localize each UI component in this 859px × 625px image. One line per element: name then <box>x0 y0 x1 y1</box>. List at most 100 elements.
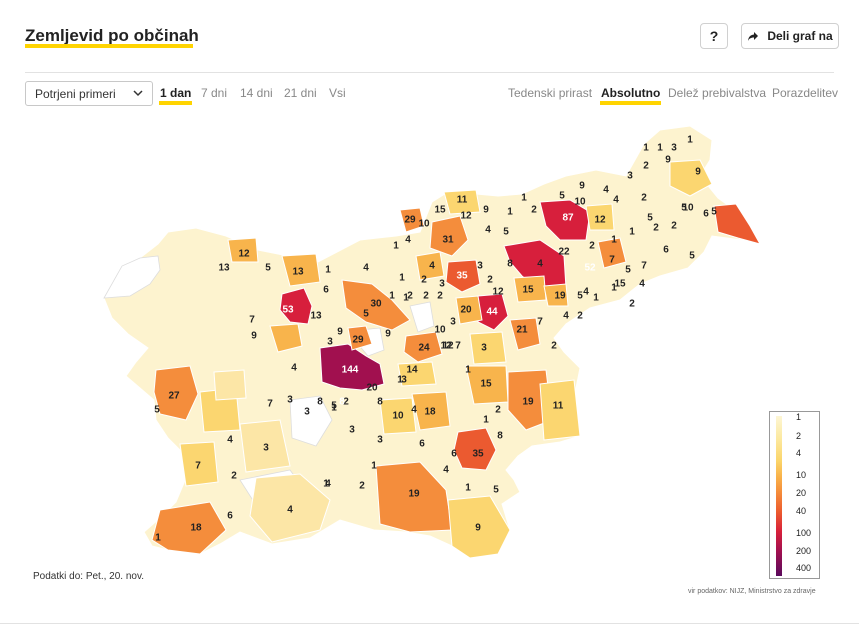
municipality-count-label: 4 <box>325 479 331 490</box>
tab-mode-porazdelitev[interactable]: Porazdelitev <box>772 86 839 100</box>
municipality-count-label: 22 <box>558 247 570 258</box>
region-10a[interactable] <box>379 397 417 435</box>
municipality-count-label: 87 <box>562 213 574 224</box>
municipality-count-label: 8 <box>497 431 503 442</box>
region-11b[interactable] <box>443 189 481 215</box>
municipality-count-label: 4 <box>639 279 645 290</box>
municipality-count-label: 1 <box>521 193 527 204</box>
region-9c[interactable] <box>669 159 713 197</box>
tab-period-14-dni[interactable]: 14 dni <box>240 86 273 100</box>
municipality-count-label: 3 <box>477 261 483 272</box>
tab-mode-absolutno[interactable]: Absolutno <box>599 86 662 105</box>
region-blank-nw <box>103 255 161 299</box>
region-18a[interactable] <box>151 501 227 555</box>
municipality-count-label: 1 <box>465 365 471 376</box>
municipality-count-label: 29 <box>352 335 364 346</box>
region-15[interactable] <box>465 365 509 405</box>
municipality-count-label: 4 <box>485 225 491 236</box>
region-20a[interactable] <box>455 295 483 325</box>
municipality-count-label: 6 <box>451 449 457 460</box>
region-35a[interactable] <box>445 259 481 293</box>
municipality-count-label: 1 <box>323 479 329 490</box>
region-blank-center2 <box>409 301 435 333</box>
municipality-count-label: 5 <box>503 227 509 238</box>
region-12c[interactable] <box>585 203 615 231</box>
municipality-count-label: 6 <box>323 285 329 296</box>
share-arrow-icon <box>748 31 759 41</box>
region-35b[interactable] <box>453 427 497 471</box>
region-29b[interactable] <box>347 325 373 351</box>
region-7[interactable] <box>179 441 219 487</box>
municipality-count-label: 2 <box>423 291 429 302</box>
municipality-count-label: 18 <box>190 523 202 534</box>
region-8a[interactable] <box>213 369 247 401</box>
tab-period-vsi[interactable]: Vsi <box>329 86 346 100</box>
region-21[interactable] <box>509 317 541 351</box>
legend-tick-400: 400 <box>796 563 812 573</box>
metric-select[interactable]: Potrjeni primeri <box>25 81 153 106</box>
municipality-count-label: 3 <box>450 317 456 328</box>
municipality-count-label: 9 <box>385 329 391 340</box>
municipality-count-label: 9 <box>475 523 481 534</box>
tab-mode-delez-prebivalstva[interactable]: Delež prebivalstva <box>668 86 767 100</box>
region-15b[interactable] <box>415 251 445 281</box>
region-20b[interactable] <box>269 323 303 353</box>
region-31[interactable] <box>429 215 469 257</box>
municipality-count-label: 3 <box>349 425 355 436</box>
region-maribor[interactable] <box>539 199 591 241</box>
municipality-count-label: 53 <box>282 305 294 316</box>
municipality-count-label: 10 <box>574 197 586 208</box>
region-12b[interactable] <box>469 331 507 365</box>
municipality-count-label: 15 <box>480 379 492 390</box>
region-29a[interactable] <box>399 207 425 233</box>
region-14[interactable] <box>397 361 437 387</box>
municipality-count-label: 2 <box>487 275 493 286</box>
municipality-count-label: 5 <box>154 405 160 416</box>
region-15c[interactable] <box>513 275 547 303</box>
municipality-count-label: 5 <box>689 251 695 262</box>
region-19c[interactable] <box>543 283 569 307</box>
municipality-count-label: 2 <box>589 241 595 252</box>
region-3a[interactable] <box>239 419 291 473</box>
help-button[interactable]: ? <box>700 23 728 49</box>
tab-period-7-dni[interactable]: 7 dni <box>201 86 228 100</box>
region-4a[interactable] <box>249 473 331 543</box>
municipality-count-label: 5 <box>577 291 583 302</box>
municipality-count-label: 15 <box>522 285 534 296</box>
region-22[interactable] <box>597 237 627 269</box>
municipality-count-label: 24 <box>418 343 430 354</box>
municipality-count-label: 7 <box>455 341 461 352</box>
region-9a[interactable] <box>447 495 511 559</box>
municipality-count-label: 2 <box>231 471 237 482</box>
municipality-count-label: 9 <box>579 181 585 192</box>
municipality-count-label: 1 <box>507 207 513 218</box>
region-12a[interactable] <box>227 237 259 263</box>
municipality-count-label: 12 <box>238 249 250 260</box>
region-kranj[interactable] <box>279 287 313 325</box>
bottom-divider <box>0 623 859 624</box>
municipality-count-label: 2 <box>495 405 501 416</box>
tab-mode-tedenski-prirast[interactable]: Tedenski prirast <box>508 86 593 100</box>
legend-tick-200: 200 <box>796 546 812 556</box>
municipality-count-label: 3 <box>401 375 407 386</box>
share-button[interactable]: Deli graf na <box>741 23 839 49</box>
municipality-count-label: 2 <box>437 291 443 302</box>
region-32[interactable] <box>713 203 762 245</box>
region-11[interactable] <box>539 379 581 441</box>
region-24[interactable] <box>403 331 443 363</box>
region-30[interactable] <box>341 279 411 331</box>
municipality-count-label: 3 <box>481 343 487 354</box>
municipality-count-label: 44 <box>486 307 498 318</box>
header-divider <box>25 72 834 73</box>
region-13[interactable] <box>281 253 321 287</box>
tab-period-1-dan[interactable]: 1 dan <box>158 86 193 105</box>
region-27[interactable] <box>153 365 199 421</box>
tab-period-21-dni[interactable]: 21 dni <box>284 86 317 100</box>
region-18b[interactable] <box>411 391 451 431</box>
municipality-count-label: 19 <box>554 291 566 302</box>
municipality-count-label: 4 <box>443 465 449 476</box>
municipality-count-label: 13 <box>310 311 322 322</box>
municipality-count-label: 4 <box>537 259 543 270</box>
